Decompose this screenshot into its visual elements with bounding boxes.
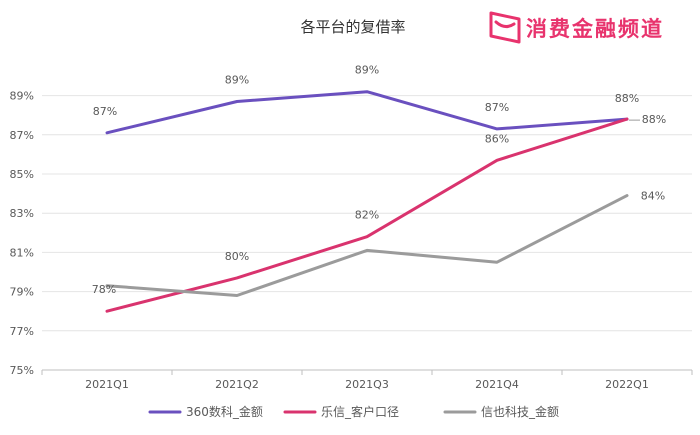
chart-title: 各平台的复借率 <box>300 18 405 36</box>
series-line-1 <box>105 90 629 135</box>
data-label: 86% <box>485 132 509 145</box>
data-labels: 87% 89% 89% 87% 88% 78% 80% 82% 86% 88% 84% <box>92 64 666 297</box>
data-label: 89% <box>225 73 249 86</box>
logo-text: 消费金融频道 <box>526 17 664 41</box>
x-tick-label: 2021Q1 <box>85 378 129 391</box>
y-tick-label: 85% <box>10 168 34 181</box>
x-tick-label: 2021Q4 <box>475 378 519 391</box>
legend-label-2: 乐信_客户口径 <box>321 404 399 419</box>
data-label: 88% <box>642 113 666 126</box>
x-tick-label: 2021Q3 <box>345 378 389 391</box>
series-line-3 <box>105 194 629 297</box>
data-label: 88% <box>615 92 639 105</box>
legend-label-3: 信也科技_金额 <box>481 404 559 419</box>
legend-label-1: 360数科_金额 <box>186 404 263 419</box>
data-label: 87% <box>485 101 509 114</box>
logo-icon <box>489 11 521 44</box>
legend: 360数科_金额 乐信_客户口径 信也科技_金额 <box>148 404 559 419</box>
x-tick-label: 2022Q1 <box>605 378 649 391</box>
data-label: 78% <box>92 283 116 296</box>
y-tick-label: 81% <box>10 246 34 259</box>
brand-logo: 消费金融频道 <box>489 11 664 44</box>
x-axis: 2021Q1 2021Q2 2021Q3 2021Q4 2022Q1 <box>41 369 693 391</box>
y-axis: 75% 77% 79% 81% 83% 85% 87% 89% <box>10 90 34 377</box>
data-label: 89% <box>355 64 379 77</box>
series-line-2 <box>105 117 629 313</box>
series-lines <box>105 90 629 313</box>
data-label: 84% <box>641 190 665 203</box>
gridlines <box>42 95 692 371</box>
data-label: 87% <box>93 105 117 118</box>
y-tick-label: 87% <box>10 129 34 142</box>
data-label: 82% <box>355 209 379 222</box>
y-tick-label: 77% <box>10 325 34 338</box>
x-tick-label: 2021Q2 <box>215 378 259 391</box>
data-label: 80% <box>225 250 249 263</box>
y-tick-label: 89% <box>10 90 34 103</box>
y-tick-label: 83% <box>10 207 34 220</box>
y-tick-label: 75% <box>10 364 34 377</box>
y-tick-label: 79% <box>10 286 34 299</box>
